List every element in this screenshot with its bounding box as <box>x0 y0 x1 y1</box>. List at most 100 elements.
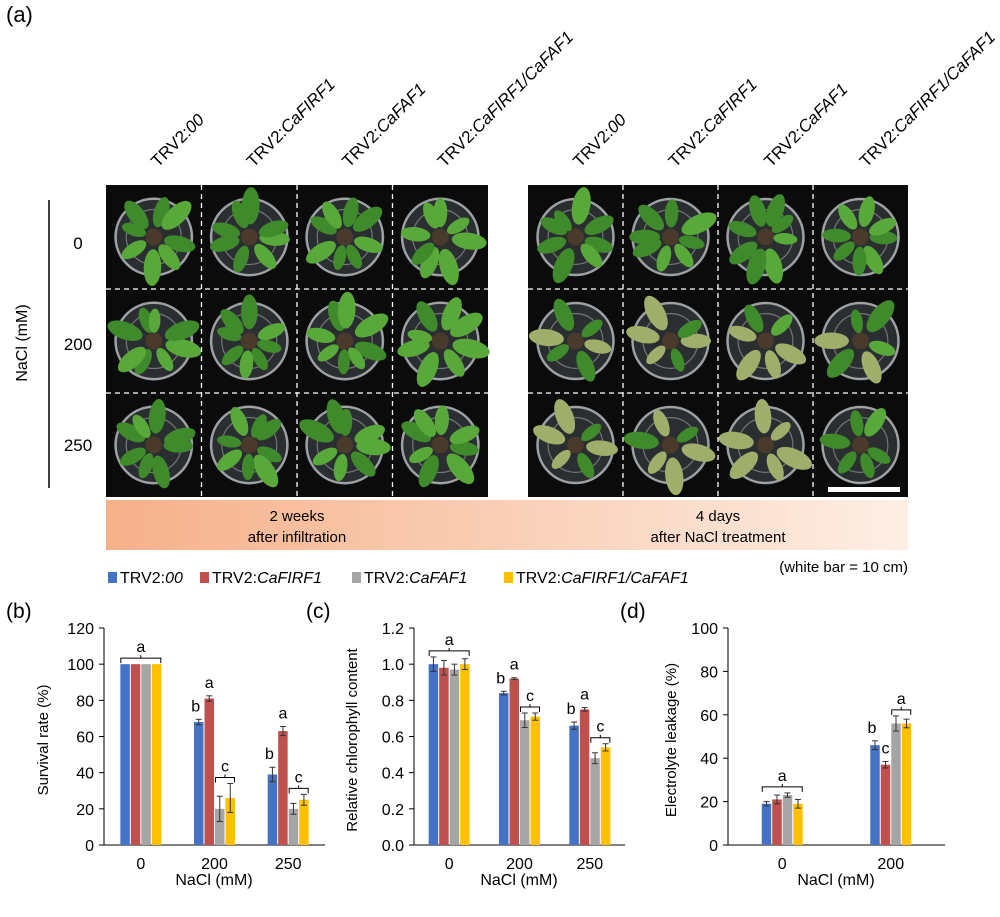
legend-swatch <box>200 572 209 583</box>
leaf <box>868 218 896 236</box>
leaf <box>837 451 857 474</box>
row-label: 0 <box>73 234 82 253</box>
leaf <box>776 446 812 470</box>
significance-letter: a <box>136 639 145 656</box>
y-tick-label: 40 <box>76 766 94 783</box>
scale-note: (white bar = 10 cm) <box>779 559 908 576</box>
panel-label: (b) <box>6 600 32 623</box>
y-axis-label: Survival rate (%) <box>35 685 52 796</box>
photo-grids <box>106 185 908 497</box>
leaf <box>867 447 891 464</box>
leaf <box>736 349 761 381</box>
y-tick-label: 0 <box>85 838 94 855</box>
leaf <box>337 291 356 329</box>
row-label: 200 <box>64 335 92 354</box>
soil <box>757 332 774 350</box>
y-axis-label: Relative chlorophyll content <box>344 647 361 831</box>
leaf <box>537 236 567 254</box>
bar <box>499 693 509 845</box>
significance-letter: b <box>868 720 877 737</box>
leaf <box>418 455 439 488</box>
bar <box>782 795 793 845</box>
leaf <box>411 242 435 265</box>
column-header-gene: CaFIRF1/CaFAF1 <box>468 28 577 137</box>
leaf <box>632 238 662 258</box>
y-tick-label: 0 <box>709 838 718 855</box>
y-tick-label: 40 <box>700 751 718 768</box>
leaf <box>233 245 250 273</box>
panel-label-a: (a) <box>6 2 33 27</box>
column-header: TRV2:CaFIRF1 <box>243 75 339 171</box>
column-header-gene: CaFIRF1/CaFAF1 <box>890 28 999 137</box>
banner-left-line2: after infiltration <box>248 529 346 546</box>
leaf <box>409 446 433 464</box>
leaf <box>678 235 705 250</box>
leaf <box>158 244 181 270</box>
y-tick-label: 80 <box>76 693 94 710</box>
leaf <box>869 340 896 356</box>
leaf <box>354 236 383 253</box>
leaf <box>581 423 602 442</box>
x-axis-label: NaCl (mM) <box>797 872 874 889</box>
soil <box>145 332 163 350</box>
leaf <box>728 325 757 342</box>
legend-swatch <box>504 572 513 583</box>
leaf <box>638 204 665 231</box>
leaf <box>729 451 759 480</box>
leaf <box>528 328 564 347</box>
column-header: TRV2:CaFIRF1/CaFAF1 <box>434 28 577 171</box>
soil <box>852 436 869 454</box>
leaf <box>121 240 147 260</box>
leaf <box>718 431 754 450</box>
leaf <box>163 235 196 253</box>
leaf <box>433 197 448 228</box>
leaf <box>354 341 387 361</box>
y-tick-label: 100 <box>691 621 718 638</box>
y-tick-label: 0.4 <box>382 766 404 783</box>
bar <box>428 664 439 845</box>
bar <box>194 722 204 845</box>
significance-bracket <box>520 703 540 712</box>
leaf <box>257 323 286 341</box>
soil <box>852 228 869 246</box>
leaf <box>416 352 439 387</box>
soil <box>336 332 354 350</box>
leaf <box>674 243 694 268</box>
significance-letter: c <box>295 769 303 786</box>
soil <box>431 228 449 246</box>
significance-bracket <box>428 647 470 656</box>
bar <box>761 803 772 845</box>
y-tick-label: 120 <box>67 621 94 638</box>
significance-bracket <box>590 734 611 743</box>
leaf <box>546 344 569 362</box>
y-tick-label: 0.2 <box>382 802 404 819</box>
significance-letter: c <box>526 688 534 705</box>
leaf <box>333 453 348 482</box>
leaf <box>352 206 383 232</box>
significance-letter: b <box>265 746 274 763</box>
bar <box>449 669 460 845</box>
legend-entry: TRV2:CaFIRF1 <box>212 570 322 587</box>
leaf <box>241 187 260 225</box>
leaf <box>554 399 576 434</box>
leaf <box>416 301 438 332</box>
leaf <box>822 228 851 243</box>
leaf <box>577 452 595 479</box>
legend-entry: TRV2:CaFIRF1/CaFAF1 <box>516 570 689 587</box>
leaf <box>773 232 798 245</box>
leaf <box>584 339 612 354</box>
soil <box>662 436 679 454</box>
leaf <box>241 294 258 330</box>
leaf <box>866 300 895 333</box>
leaf <box>212 222 241 238</box>
leaf <box>850 309 863 334</box>
soil <box>336 228 354 246</box>
leaf <box>676 426 699 443</box>
x-tick-label: 200 <box>506 856 533 873</box>
column-header: TRV2:CaFIRF1/CaFAF1 <box>856 28 999 171</box>
column-header-gene: CaFAF1 <box>794 80 851 137</box>
leaf <box>646 345 666 365</box>
leaf <box>400 226 431 242</box>
leaf <box>677 319 702 339</box>
significance-bracket <box>120 655 162 664</box>
